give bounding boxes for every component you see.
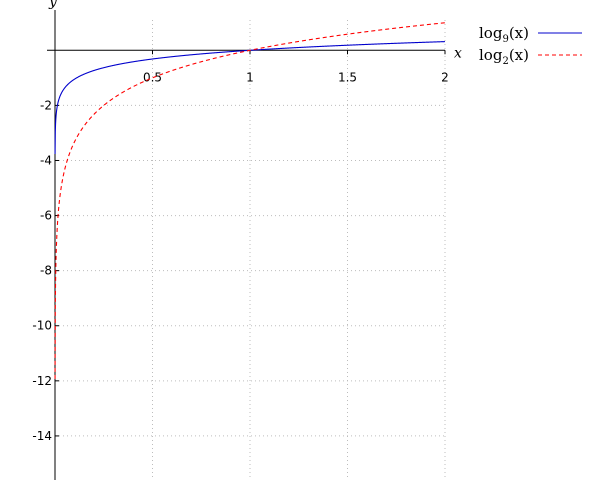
x-tick-label: 1 xyxy=(246,70,254,84)
y-tick-label: -4 xyxy=(40,153,52,167)
series-lines xyxy=(54,22,446,379)
x-tick-label: 1.5 xyxy=(338,70,357,84)
legend-label-2: log2(x) xyxy=(479,46,529,67)
series-line-2 xyxy=(54,22,446,379)
y-tick-label: -6 xyxy=(40,209,52,223)
y-tick-label: -8 xyxy=(40,264,52,278)
x-tick-label: 0.5 xyxy=(143,70,162,84)
series-line-1 xyxy=(54,41,446,154)
legend-label-arg: (x) xyxy=(509,24,529,42)
axes: x y xyxy=(47,0,462,480)
legend-label-base: log xyxy=(479,46,503,64)
x-axis-label: x xyxy=(454,45,462,61)
legend-label-base: log xyxy=(479,24,503,42)
y-tick-label: -2 xyxy=(40,98,52,112)
legend-label-1: log9(x) xyxy=(479,24,529,45)
y-axis-label: y xyxy=(48,0,58,10)
y-tick-label: -14 xyxy=(32,429,52,443)
tick-labels: 0.5 1 1.5 2 -2 -4 -6 -8 -10 -12 -14 xyxy=(32,50,449,443)
legend-label-subscript: 9 xyxy=(502,34,508,45)
legend-label-arg: (x) xyxy=(509,46,529,64)
legend: log9(x)log2(x) xyxy=(479,24,582,67)
legend-label-subscript: 2 xyxy=(502,56,508,67)
grid-lines xyxy=(55,20,446,480)
y-tick-label: -10 xyxy=(32,319,52,333)
y-tick-label: -12 xyxy=(32,374,52,388)
x-tick-label: 2 xyxy=(441,70,449,84)
